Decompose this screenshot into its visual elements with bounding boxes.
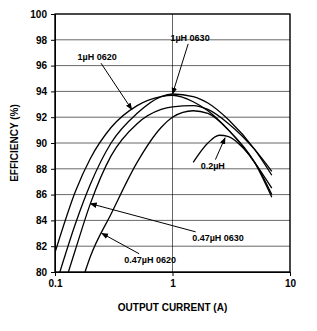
- tick-mark: [51, 66, 55, 67]
- series-line: [55, 95, 272, 252]
- plot-area: 0.1110808284868890929496981001µH 06301µH…: [30, 9, 296, 289]
- annotation-arrow: [101, 63, 132, 109]
- annotation: 1µH 0620: [77, 52, 116, 62]
- tick: 88: [36, 164, 55, 175]
- annotation: 0.47µH 0620: [124, 255, 176, 265]
- tick: 86: [36, 189, 55, 200]
- tick-label: 100: [30, 9, 47, 20]
- tick: 0.1: [49, 272, 63, 289]
- tick: 90: [36, 138, 55, 149]
- axis-line: [51, 15, 56, 273]
- tick-mark: [51, 117, 55, 118]
- tick-mark: [51, 246, 55, 247]
- annotation-arrow: [215, 138, 225, 160]
- annotation-arrow: [173, 44, 189, 94]
- tick: 1: [170, 272, 176, 289]
- tick: 84: [36, 215, 55, 226]
- tick-mark: [51, 220, 55, 221]
- y-axis: 80 82 84 86 88 90 92 94 96 98 100: [30, 9, 55, 278]
- grid-line: [172, 14, 173, 272]
- tick-mark: [51, 143, 55, 144]
- tick-label: 96: [36, 60, 48, 71]
- tick-mark: [290, 272, 291, 276]
- grid: [55, 14, 290, 272]
- annotation: 1µH 0630: [170, 33, 209, 43]
- tick-mark: [51, 169, 55, 170]
- plot-frame: [55, 14, 290, 272]
- tick-mark: [173, 272, 174, 276]
- tick-label: 90: [36, 138, 48, 149]
- tick: 82: [36, 241, 55, 252]
- tick-label: 84: [36, 215, 48, 226]
- annotations: 1µH 0630 1µH 0620 0.2µH 0.47µH 0630 0.47µH 0…: [77, 33, 243, 265]
- tick-label: 1: [170, 278, 176, 289]
- tick-label: 10: [285, 278, 297, 289]
- tick-label: 94: [36, 86, 48, 97]
- tick-label: 88: [36, 164, 48, 175]
- tick-mark: [51, 195, 55, 196]
- annotation: 0.2µH: [201, 161, 225, 171]
- tick: 94: [36, 86, 55, 97]
- tick-label: 82: [36, 241, 48, 252]
- tick: 10: [285, 272, 297, 289]
- tick-label: 86: [36, 189, 48, 200]
- x-axis-title: OUTPUT CURRENT (A): [118, 302, 227, 313]
- tick-mark: [51, 14, 55, 15]
- tick: 100: [30, 9, 55, 20]
- tick-label: 80: [36, 267, 48, 278]
- series-line: [68, 106, 271, 272]
- tick-label: 0.1: [49, 278, 63, 289]
- axis-line: [56, 273, 291, 277]
- tick: 98: [36, 35, 55, 46]
- tick-mark: [51, 272, 55, 273]
- tick-label: 98: [36, 35, 48, 46]
- tick-mark: [51, 91, 55, 92]
- tick-label: 92: [36, 112, 48, 123]
- y-axis-title: EFFICIENCY (%): [9, 104, 20, 182]
- tick: 80: [36, 267, 55, 278]
- series-line: [85, 111, 272, 272]
- series-group: [55, 94, 272, 272]
- tick-mark: [51, 40, 55, 41]
- annotation-arrow: [102, 233, 139, 253]
- tick: 96: [36, 60, 55, 71]
- series-line: [60, 94, 272, 272]
- x-axis: 0.1 1 10: [49, 272, 297, 289]
- series-line: [193, 135, 272, 194]
- annotation: 0.47µH 0630: [192, 233, 244, 243]
- chart: 0.1110808284868890929496981001µH 06301µH…: [0, 0, 317, 331]
- tick: 92: [36, 112, 55, 123]
- annotation-arrow: [90, 204, 195, 232]
